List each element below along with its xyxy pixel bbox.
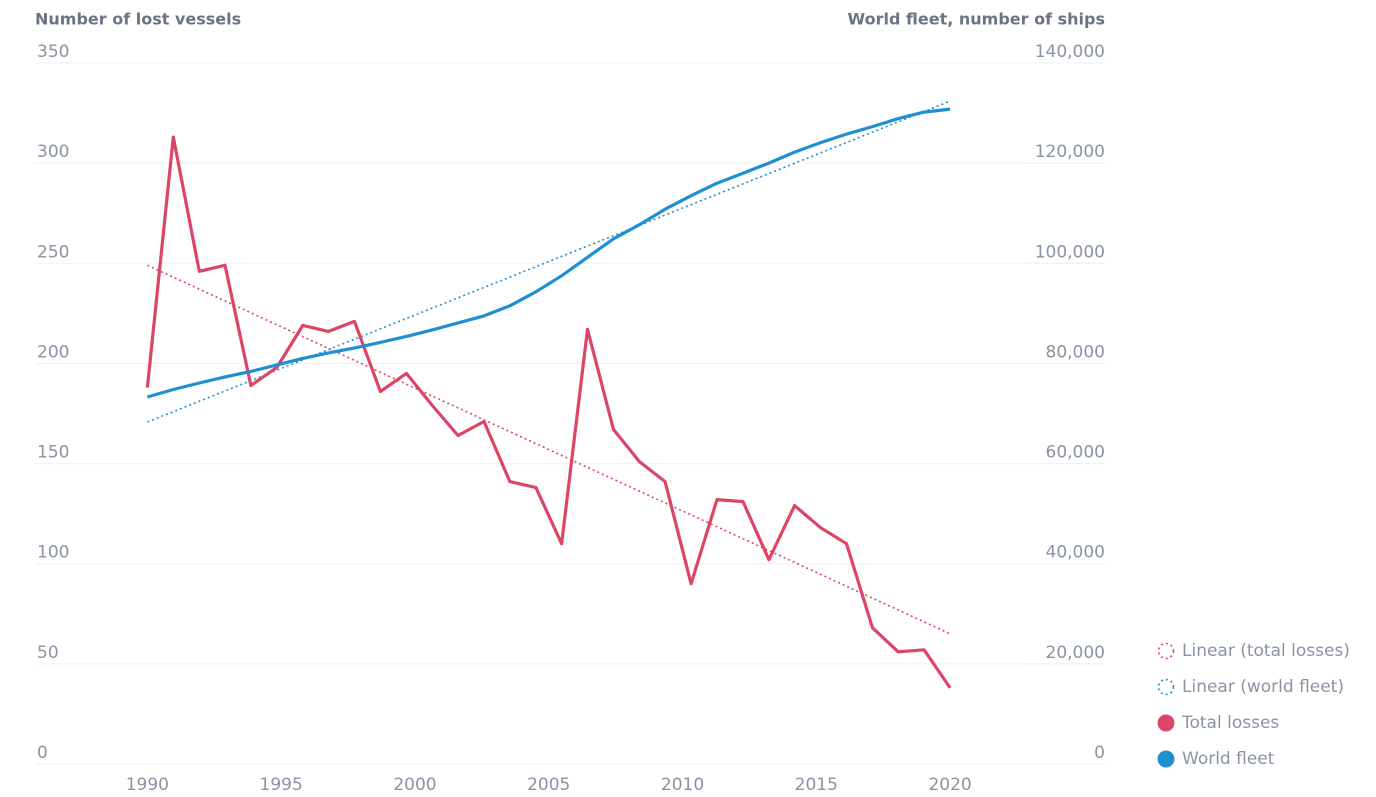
y-axis-label: Number of lost vessels — [35, 10, 241, 29]
y-tick-label: 100 — [37, 543, 69, 563]
legend-label: Linear (world fleet) — [1182, 677, 1344, 697]
x-tick-label: 2000 — [393, 775, 436, 795]
legend-label: World fleet — [1182, 749, 1275, 769]
x-tick-label: 1995 — [260, 775, 303, 795]
y-tick-label: 150 — [37, 443, 69, 463]
y-tick-label: 350 — [37, 42, 69, 62]
y2-tick-label: 0 — [1094, 743, 1105, 763]
x-tick-label: 2005 — [527, 775, 570, 795]
legend-marker — [1157, 642, 1175, 660]
y-tick-label: 300 — [37, 142, 69, 162]
y2-tick-label: 80,000 — [1046, 342, 1105, 362]
y2-tick-label: 120,000 — [1035, 142, 1105, 162]
legend-label: Linear (total losses) — [1182, 641, 1350, 661]
y-tick-label: 50 — [37, 643, 59, 663]
trend-line — [147, 264, 951, 635]
y2-tick-label: 20,000 — [1046, 643, 1105, 663]
y-tick-label: 200 — [37, 342, 69, 362]
x-tick-label: 2010 — [661, 775, 704, 795]
trend-line — [147, 100, 951, 423]
y-tick-label: 250 — [37, 242, 69, 262]
y2-axis-label: World fleet, number of ships — [848, 10, 1105, 29]
y2-tick-label: 100,000 — [1035, 242, 1105, 262]
series-line — [145, 135, 952, 689]
x-tick-label: 2015 — [795, 775, 838, 795]
y2-tick-label: 60,000 — [1046, 443, 1105, 463]
legend-label: Total losses — [1181, 713, 1279, 733]
y2-tick-label: 140,000 — [1035, 42, 1105, 62]
legend-marker — [1157, 678, 1175, 696]
y-tick-label: 0 — [37, 743, 48, 763]
legend-marker — [1157, 714, 1175, 732]
x-tick-label: 1990 — [126, 775, 169, 795]
legend-marker — [1157, 750, 1175, 768]
y2-tick-label: 40,000 — [1046, 543, 1105, 563]
series-line — [146, 107, 951, 399]
x-tick-label: 2020 — [928, 775, 971, 795]
